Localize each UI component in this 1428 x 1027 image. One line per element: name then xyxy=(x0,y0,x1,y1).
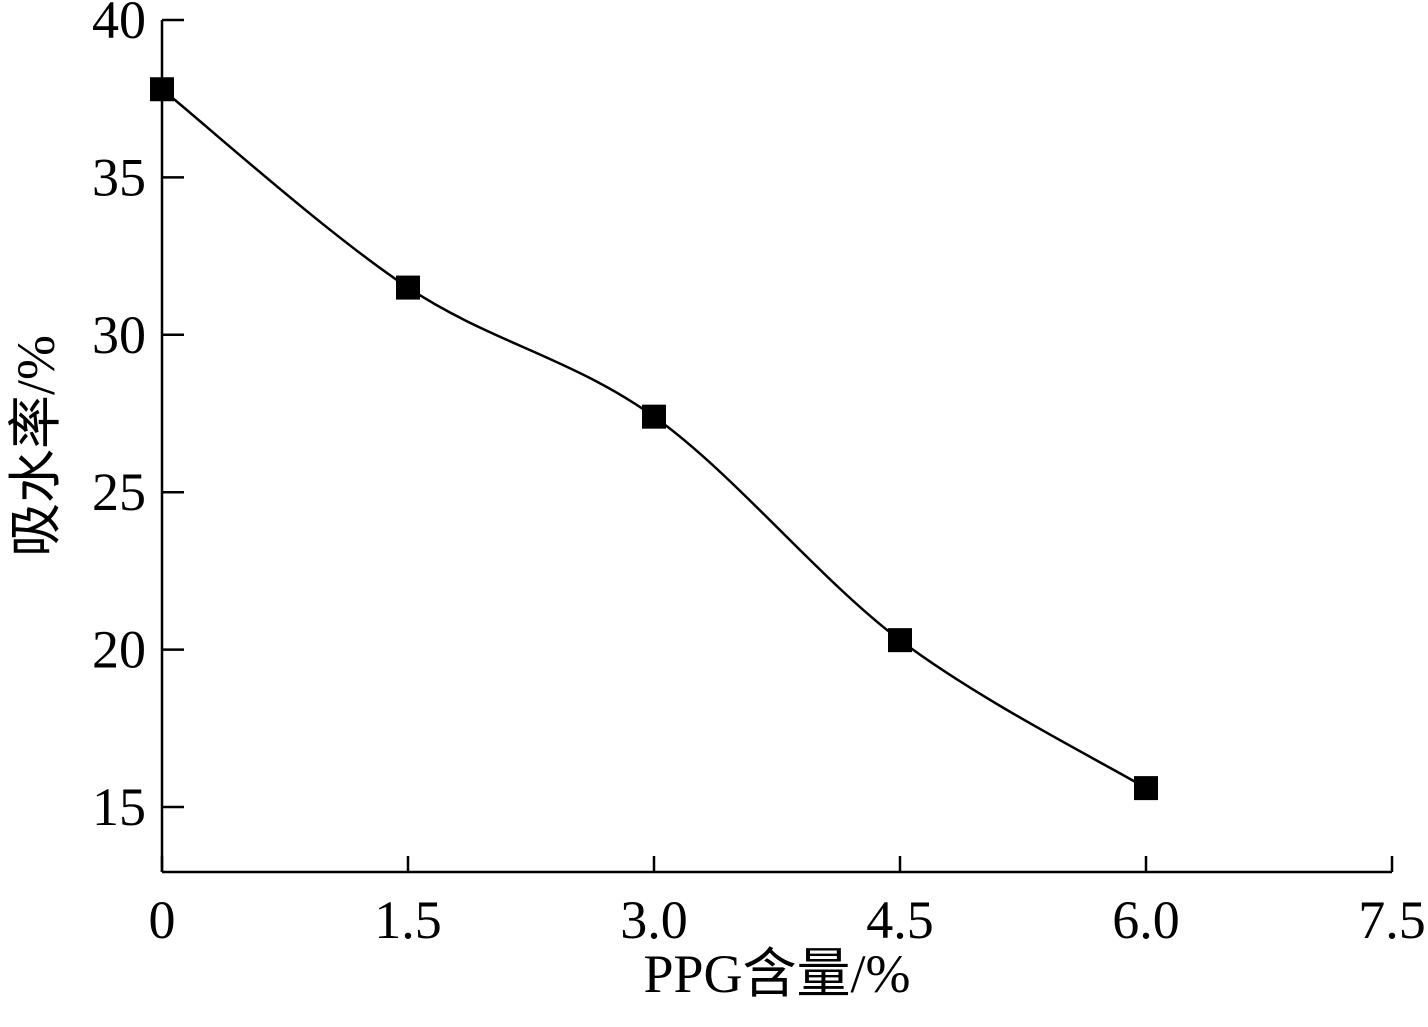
y-tick-label: 40 xyxy=(92,0,146,50)
axes xyxy=(160,20,1392,874)
y-tick-label: 35 xyxy=(92,147,146,207)
data-point-marker xyxy=(888,628,912,653)
data-point-marker xyxy=(1134,776,1158,801)
x-tick-label: 6.0 xyxy=(1112,890,1180,950)
y-tick-label: 25 xyxy=(92,462,146,522)
y-tick-label: 15 xyxy=(92,777,146,837)
x-tick-label: 0 xyxy=(149,890,176,950)
series-group xyxy=(150,77,1158,801)
x-tick-label: 1.5 xyxy=(374,890,442,950)
data-point-marker xyxy=(642,404,666,429)
y-ticks: 15 20 25 30 35 40 xyxy=(92,0,184,837)
y-tick-label: 20 xyxy=(92,620,146,680)
y-axis-title: 吸水率/% xyxy=(6,335,66,557)
x-tick-label: 7.5 xyxy=(1358,890,1426,950)
x-ticks: 0 1.5 3.0 4.5 6.0 7.5 xyxy=(149,856,1426,950)
y-tick-label: 30 xyxy=(92,305,146,365)
data-point-marker xyxy=(150,77,174,102)
data-point-marker xyxy=(396,275,420,300)
series-line xyxy=(161,88,1147,790)
x-tick-label: 3.0 xyxy=(620,890,688,950)
x-tick-label: 4.5 xyxy=(866,890,934,950)
x-axis-title: PPG含量/% xyxy=(643,944,910,1004)
